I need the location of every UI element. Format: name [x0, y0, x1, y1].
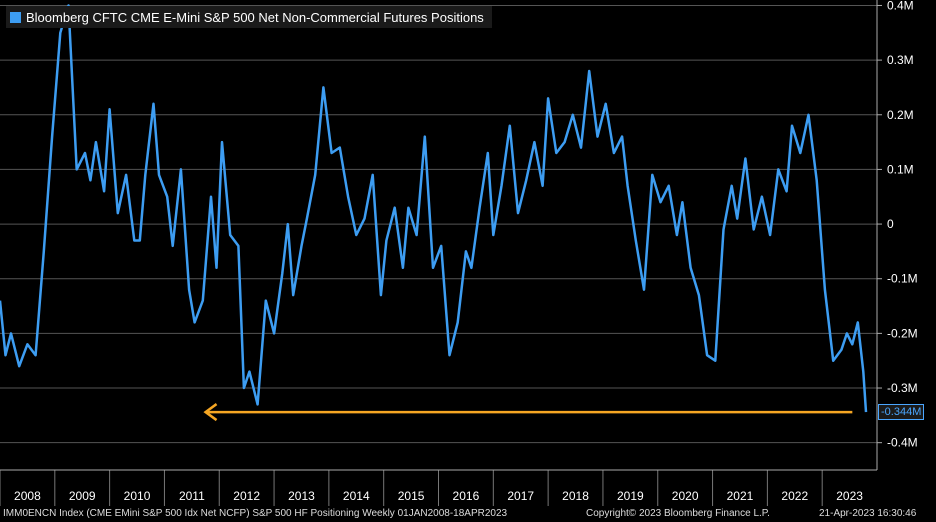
x-tick-label: 2016 — [453, 489, 480, 503]
y-tick-label: -0.4M — [887, 436, 918, 450]
legend-label: Bloomberg CFTC CME E-Mini S&P 500 Net No… — [26, 9, 484, 25]
x-tick-label: 2015 — [398, 489, 425, 503]
annotations — [203, 403, 853, 422]
x-tick-label: 2011 — [179, 489, 205, 503]
x-tick-label: 2013 — [288, 489, 315, 503]
x-tick-label: 2010 — [124, 489, 151, 503]
legend-swatch — [10, 11, 21, 23]
legend: Bloomberg CFTC CME E-Mini S&P 500 Net No… — [6, 6, 492, 28]
series-line — [0, 4, 868, 413]
x-axis: 2008 2009 2010 2011 2012 2013 2014 2015 2016 2017… — [14, 489, 863, 503]
y-tick-label: 0.1M — [887, 162, 914, 176]
last-value-badge: -0.344M — [878, 404, 925, 420]
x-tick-label: 2012 — [233, 489, 260, 503]
x-tick-label: 2014 — [343, 489, 370, 503]
y-tick-label: -0.3M — [887, 381, 918, 395]
y-tick-label: -0.1M — [887, 272, 918, 286]
y-tick-label: 0.2M — [887, 108, 914, 122]
x-tick-label: 2021 — [727, 489, 754, 503]
x-tick-label: 2018 — [562, 489, 589, 503]
x-tick-label: 2008 — [14, 489, 41, 503]
x-tick-label: 2019 — [617, 489, 644, 503]
x-tick-label: 2009 — [69, 489, 96, 503]
y-tick-label: 0 — [887, 217, 894, 231]
y-tick-label: 0.3M — [887, 53, 914, 67]
y-tick-label: 0.4M — [887, 0, 914, 12]
x-tick-label: 2023 — [836, 489, 863, 503]
footer-timestamp: 21-Apr-2023 16:30:46 — [819, 508, 917, 519]
footer-index-info: IMM0ENCN Index (CME EMini S&P 500 Idx Ne… — [3, 508, 508, 519]
x-tick-label: 2020 — [672, 489, 699, 503]
year-dividers — [0, 470, 823, 506]
y-tick-label: -0.2M — [887, 326, 918, 340]
x-tick-label: 2017 — [507, 489, 534, 503]
x-tick-label: 2022 — [781, 489, 808, 503]
footer: IMM0ENCN Index (CME EMini S&P 500 Idx Ne… — [0, 508, 936, 522]
y-axis: 0.4M 0.3M 0.2M 0.1M 0 -0.1M -0.2M -0.3M -0.4M — [877, 0, 918, 450]
series — [0, 4, 868, 413]
footer-copyright: Copyright© 2023 Bloomberg Finance L.P. — [586, 508, 770, 519]
annotation-arrow-head — [203, 403, 218, 422]
